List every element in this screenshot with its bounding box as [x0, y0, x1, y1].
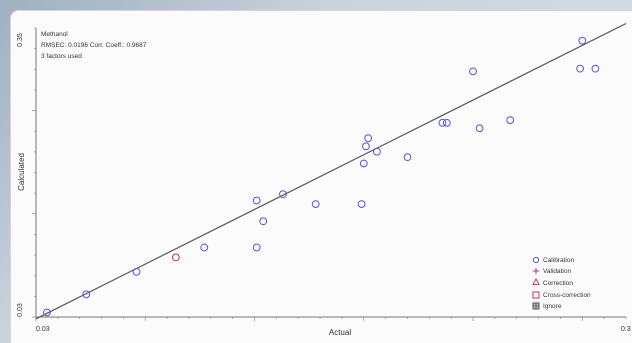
calibration-point [252, 196, 261, 205]
calibration-point [438, 118, 447, 127]
calibration-point [357, 200, 366, 209]
calibration-point [43, 308, 51, 317]
x-tick-label-max: 0.3 [621, 326, 631, 333]
hatch-lines-icon [533, 303, 539, 309]
calibration-point [506, 116, 515, 125]
y-tick-label-max: 0.35 [17, 33, 24, 47]
calibration-point [200, 243, 209, 252]
validation-point [171, 253, 180, 262]
square-marker-icon [532, 291, 540, 299]
calibration-point [252, 243, 261, 252]
calibration-point [364, 134, 373, 143]
legend-item-ignore: Ignore [532, 302, 562, 310]
y-axis-label: Calculated [17, 153, 26, 191]
regression-line [35, 22, 627, 320]
calibration-point [359, 159, 368, 168]
chart-panel: Calculated Actual 0.03 0.3 0.03 0.35 Met… [10, 10, 632, 343]
calibration-point [591, 64, 600, 73]
legend-item-validation: Validation [533, 268, 571, 275]
legend-item-calibration: Calibration [532, 256, 574, 264]
x-tick-label-min: 0.03 [36, 326, 50, 333]
plus-marker-icon [533, 268, 539, 274]
calibration-point [279, 190, 287, 199]
calibration-marker-icon [532, 256, 540, 264]
triangle-marker-icon [532, 277, 540, 285]
legend-item-cross-correction: Cross-correction [532, 291, 591, 299]
legend-label-validation: Validation [543, 268, 571, 275]
annotation-line-3: 3 factors used [41, 53, 82, 60]
annotation-line-2: RMSEC: 0.0196 Corr. Coeff.: 0.9687 [41, 42, 147, 49]
scatter-chart: Calculated Actual 0.03 0.3 0.03 0.35 Met… [17, 22, 631, 337]
annotation-line-1: Methanol [41, 31, 68, 38]
legend-label-correction: Correction [543, 280, 573, 287]
calibration-point [132, 267, 141, 276]
legend-label-calibration: Calibration [543, 257, 574, 264]
calibration-point [475, 124, 484, 133]
stats-annotation: Methanol RMSEC: 0.0196 Corr. Coeff.: 0.9… [41, 31, 147, 60]
x-axis-label: Actual [329, 328, 351, 337]
data-points [43, 36, 600, 317]
calibration-point [82, 290, 91, 299]
calibration-point [259, 217, 268, 226]
calibration-point [469, 67, 477, 76]
legend-label-ignore: Ignore [543, 303, 562, 310]
legend: Calibration Validation Correction Cross-… [532, 256, 591, 310]
y-tick-label-min: 0.03 [17, 303, 24, 317]
calibration-point [362, 142, 370, 151]
calibration-point [311, 200, 320, 209]
legend-item-correction: Correction [532, 277, 573, 287]
legend-label-cross-correction: Cross-correction [543, 292, 591, 299]
calibration-point [372, 147, 381, 156]
calibration-point [403, 153, 412, 162]
calibration-point [576, 64, 585, 73]
axis-ticks [32, 27, 627, 321]
calibration-point [442, 118, 451, 127]
calibration-point [578, 36, 587, 45]
